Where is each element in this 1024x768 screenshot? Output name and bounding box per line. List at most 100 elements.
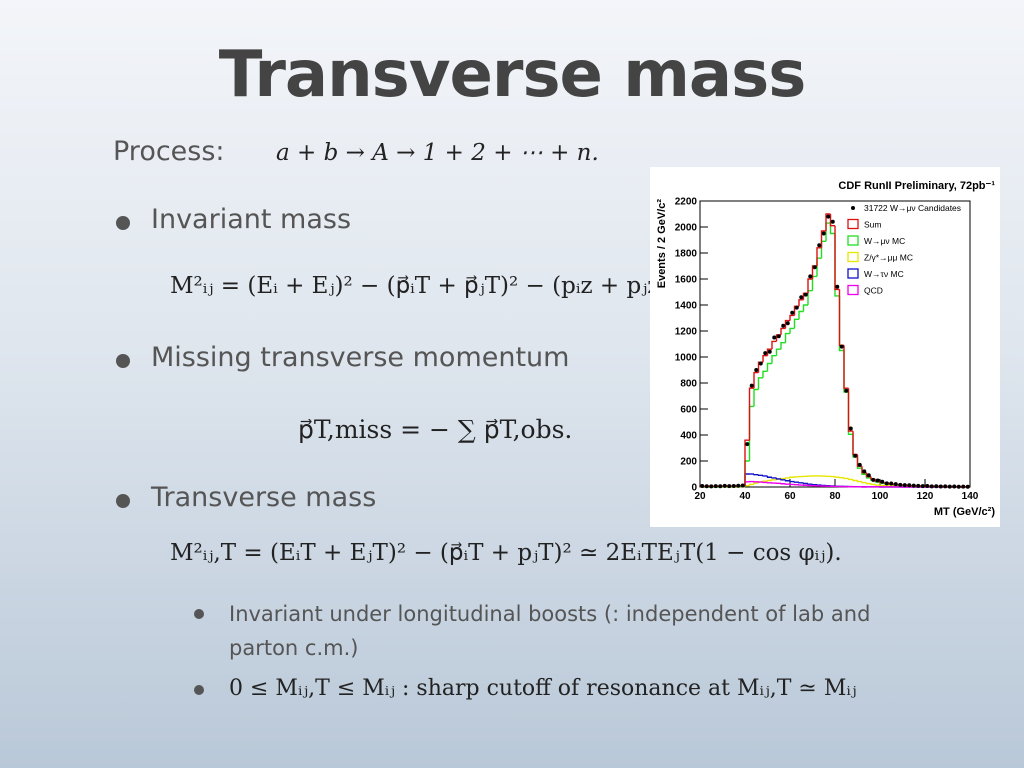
histogram-step xyxy=(766,348,772,356)
slide-title: Transverse mass xyxy=(218,38,807,112)
data-point xyxy=(925,483,930,488)
data-point xyxy=(889,481,894,486)
data-point xyxy=(812,265,817,270)
data-point xyxy=(749,383,754,388)
histogram-step xyxy=(793,481,799,483)
histogram-step xyxy=(771,355,777,364)
y-tick-label: 1800 xyxy=(675,249,698,260)
formula: M²ᵢⱼ,T = (EᵢT + EⱼT)² − (p⃗ᵢT + pⱼT)² ≃ … xyxy=(170,540,842,566)
histogram-step xyxy=(793,318,799,329)
y-tick-label: 2000 xyxy=(675,223,698,234)
histogram-step xyxy=(811,483,817,486)
chart-title: CDF RunII Preliminary, 72pb⁻¹ xyxy=(838,180,995,192)
histogram-step xyxy=(766,362,772,372)
histogram-step xyxy=(825,213,831,231)
histogram-step xyxy=(798,299,804,307)
data-point xyxy=(875,478,880,483)
histogram-step xyxy=(753,388,759,407)
histogram-step xyxy=(771,340,777,350)
histogram-step xyxy=(829,223,835,235)
data-point xyxy=(826,214,831,219)
histogram-step xyxy=(771,479,777,481)
histogram-step xyxy=(820,230,826,248)
legend-label: QCD xyxy=(864,286,883,296)
data-point xyxy=(943,484,948,489)
histogram-step xyxy=(784,332,790,343)
histogram-step xyxy=(766,475,772,478)
y-tick-label: 200 xyxy=(680,457,697,468)
histogram-step xyxy=(847,388,853,432)
sub-bullet-text: Invariant under longitudinal boosts (: i… xyxy=(229,602,871,660)
data-point xyxy=(934,484,939,489)
x-axis-label: MT (GeV/c²) xyxy=(934,506,995,518)
y-tick-label: 1600 xyxy=(675,275,698,286)
x-tick-label: 80 xyxy=(829,491,841,502)
data-point xyxy=(929,484,934,489)
data-point xyxy=(952,484,957,489)
histogram-step xyxy=(856,480,862,483)
data-point xyxy=(704,484,709,489)
histogram-step xyxy=(766,479,772,482)
legend-label: Sum xyxy=(864,220,881,230)
data-point xyxy=(754,368,759,372)
histogram-step xyxy=(748,387,754,441)
histogram-step xyxy=(762,355,768,363)
data-point xyxy=(884,481,889,486)
histogram-step xyxy=(789,480,795,483)
histogram-step xyxy=(838,289,844,346)
data-point xyxy=(938,484,943,489)
data-point xyxy=(965,484,970,489)
data-point xyxy=(862,469,867,474)
x-tick-label: 40 xyxy=(739,491,751,502)
data-point xyxy=(763,351,768,356)
histogram-step xyxy=(748,483,754,486)
histogram-step xyxy=(843,477,849,480)
histogram-step xyxy=(843,345,849,389)
histogram-step xyxy=(757,377,763,390)
y-tick-label: 400 xyxy=(680,431,697,442)
histogram-step xyxy=(802,304,808,312)
process-label: Process: xyxy=(113,136,225,167)
y-tick-label: 2200 xyxy=(675,197,698,208)
y-tick-label: 0 xyxy=(691,483,697,494)
data-point xyxy=(835,284,840,289)
formula: p⃗T,miss = − ∑ p⃗T,obs. xyxy=(298,415,573,444)
data-point xyxy=(790,310,795,315)
legend-marker xyxy=(847,284,859,296)
data-point xyxy=(709,484,714,489)
histogram-step xyxy=(784,319,790,329)
data-point xyxy=(866,473,871,478)
process-formula: a + b → A → 1 + 2 + ⋯ + n. xyxy=(276,140,599,166)
histogram-step xyxy=(829,214,835,227)
data-point xyxy=(893,482,898,487)
data-point xyxy=(907,483,912,488)
x-tick-label: 100 xyxy=(872,491,889,502)
histogram-step xyxy=(753,371,759,389)
bullet-text: Transverse mass xyxy=(151,482,377,513)
histogram-step xyxy=(780,327,786,335)
histogram-step xyxy=(789,327,795,334)
histogram-step xyxy=(789,476,795,478)
data-point xyxy=(700,483,705,488)
data-point xyxy=(799,295,804,300)
formula: M²ᵢⱼ = (Eᵢ + Eⱼ)² − (p⃗ᵢT + p⃗ⱼT)² − (pᵢ… xyxy=(170,273,685,299)
histogram-step xyxy=(744,439,750,486)
histogram-step xyxy=(775,477,781,480)
data-point xyxy=(920,484,925,489)
bullet-dot xyxy=(116,354,130,368)
histogram-step xyxy=(762,475,768,477)
data-point xyxy=(916,483,921,488)
y-tick-label: 800 xyxy=(680,379,697,390)
data-point xyxy=(727,484,732,489)
legend-label: 31722 W→μν Candidates xyxy=(864,203,961,213)
bullet-text: Invariant mass xyxy=(151,204,352,235)
data-point xyxy=(911,483,916,488)
histogram-step xyxy=(834,476,840,478)
histogram-step xyxy=(784,479,790,482)
histogram-step xyxy=(852,431,858,456)
histogram-step xyxy=(789,314,795,321)
data-point xyxy=(758,361,763,366)
data-point xyxy=(794,305,799,310)
x-tick-label: 60 xyxy=(784,491,796,502)
legend-marker xyxy=(851,206,855,210)
